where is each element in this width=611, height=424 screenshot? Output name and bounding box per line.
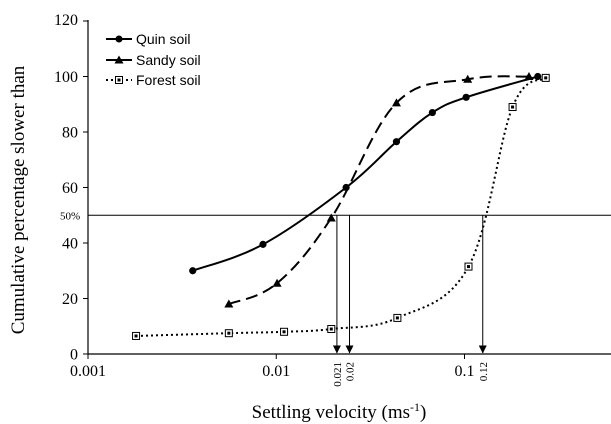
legend-label-quin-soil: Quin soil [136,31,190,47]
y-tick-label-20: 20 [62,291,78,308]
point-square-inner [134,334,138,338]
point-quin-soil [392,138,401,146]
point-sandy-soil [224,299,234,308]
point-forest-soil [541,73,550,82]
drop-label-0-12: 0.12 [478,362,490,381]
series-sandy-soil [224,72,534,308]
legend-item-quin-soil: Quin soil [106,31,190,47]
x-axis-title-main: Settling velocity (ms [252,402,410,423]
x-tick-label-0-001: 0.001 [70,363,106,380]
point-square-inner [395,316,399,320]
series-forest-soil [132,73,550,340]
point-forest-soil [280,327,289,336]
point-quin-soil [462,93,470,101]
y-ticks: 0 20 40 60 80 100 120 [54,12,88,364]
point-sandy-soil [463,74,473,83]
legend-label-forest-soil: Forest soil [136,72,201,88]
legend-item-forest-soil: Forest soil [106,72,201,88]
legend-item-sandy-soil: Sandy soil [106,52,201,68]
point-square-inner [511,105,515,109]
reference-lines: 50% 0.021 0.02 0.12 [60,210,611,387]
x-ticks: 0.001 0.01 0.1 [70,354,475,380]
point-forest-soil [327,325,336,334]
point-sandy-soil [524,72,534,80]
data-series [132,72,550,340]
legend-label-sandy-soil: Sandy soil [136,52,201,68]
drop-label-0-02: 0.02 [345,362,357,381]
point-square-inner [329,327,333,331]
x-tick-label-0-01: 0.01 [262,363,290,380]
legend-marker-square [115,76,123,84]
y-tick-label-40: 40 [62,236,78,253]
point-forest-soil [464,262,473,271]
point-quin-soil [534,72,542,81]
x-axis-title-end: ) [420,402,426,423]
point-square-inner [282,330,286,334]
point-sandy-soil [391,98,401,107]
drop-label-0-021: 0.021 [332,362,344,387]
y-tick-label-100: 100 [54,69,78,86]
point-quin-soil [189,267,197,275]
point-forest-soil [393,313,402,322]
series-line-sandy-soil [228,75,530,305]
x-axis-title: Settling velocity (ms-1) [252,400,427,423]
point-forest-soil [508,103,517,112]
y-tick-label-80: 80 [62,125,78,142]
point-sandy-soil [272,278,282,287]
point-forest-soil [224,329,233,338]
series-quin-soil [189,72,542,275]
point-quin-soil [428,108,436,117]
series-line-forest-soil [136,77,547,337]
fifty-percent-label: 50% [60,210,80,222]
y-tick-label-0: 0 [70,347,78,364]
y-tick-label-120: 120 [54,12,78,29]
y-axis-title: Cumulative percentage slower than [8,65,29,334]
legend-marker-circle [115,35,123,43]
x-axis-title-sup: -1 [410,400,420,414]
y-tick-label-60: 60 [62,180,78,197]
series-line-quin-soil [192,75,539,272]
point-quin-soil [259,240,267,248]
point-square-inner [466,265,470,269]
legend: Quin soil Sandy soil Forest soil [106,31,201,88]
point-sandy-soil [326,213,336,222]
point-forest-soil [132,331,141,340]
x-tick-label-0-1: 0.1 [455,363,475,380]
point-square-inner [544,76,548,80]
legend-marker-triangle [114,55,124,64]
point-square-inner [227,331,231,335]
